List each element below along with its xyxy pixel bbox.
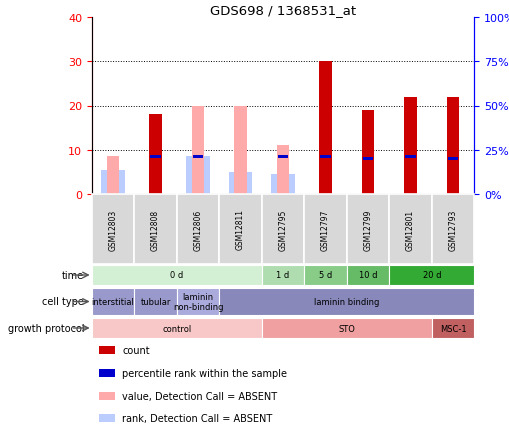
Bar (388, 194, 431, 264)
Text: time: time (62, 270, 84, 280)
Bar (101, 170, 125, 194)
Text: GSM12801: GSM12801 (405, 209, 414, 250)
Bar (447, 158, 458, 161)
Text: value, Detection Call = ABSENT: value, Detection Call = ABSENT (122, 391, 277, 401)
Text: GSM12795: GSM12795 (278, 209, 287, 250)
Bar (92, 288, 134, 316)
Bar (99, 369, 115, 377)
Text: 10 d: 10 d (358, 271, 377, 280)
Bar (388, 266, 473, 285)
Bar (99, 414, 115, 422)
Bar (150, 155, 160, 158)
Bar (320, 155, 330, 158)
Bar (319, 62, 331, 194)
Text: laminin
non-binding: laminin non-binding (173, 292, 223, 312)
Bar (446, 97, 459, 194)
Text: cell type: cell type (42, 297, 84, 307)
Text: 20 d: 20 d (422, 271, 440, 280)
Bar (134, 288, 177, 316)
Text: laminin binding: laminin binding (314, 297, 379, 306)
Bar (219, 194, 261, 264)
Bar (229, 172, 252, 194)
Bar (261, 266, 304, 285)
Bar (134, 194, 177, 264)
Text: percentile rank within the sample: percentile rank within the sample (122, 368, 287, 378)
Bar (92, 319, 261, 338)
Text: count: count (122, 345, 150, 355)
Text: GSM12803: GSM12803 (108, 209, 117, 250)
Bar (431, 194, 473, 264)
Bar (261, 194, 304, 264)
Bar (361, 111, 374, 194)
Bar (92, 194, 134, 264)
Text: GSM12793: GSM12793 (448, 209, 457, 250)
Bar (106, 157, 119, 194)
Text: GSM12797: GSM12797 (321, 209, 329, 250)
Bar (186, 157, 209, 194)
Text: 5 d: 5 d (318, 271, 331, 280)
Text: MSC-1: MSC-1 (439, 324, 465, 333)
Text: 1 d: 1 d (276, 271, 289, 280)
Bar (92, 266, 261, 285)
Text: rank, Detection Call = ABSENT: rank, Detection Call = ABSENT (122, 413, 272, 423)
Bar (261, 319, 431, 338)
Text: tubular: tubular (140, 297, 171, 306)
Bar (277, 155, 288, 158)
Bar (346, 194, 388, 264)
Bar (177, 288, 219, 316)
Text: GSM12811: GSM12811 (236, 209, 244, 250)
Bar (219, 288, 473, 316)
Bar (177, 194, 219, 264)
Bar (191, 106, 204, 194)
Bar (149, 115, 161, 194)
Text: interstitial: interstitial (92, 297, 134, 306)
Bar (304, 194, 346, 264)
Bar (276, 146, 289, 194)
Bar (346, 266, 388, 285)
Bar (304, 266, 346, 285)
Text: GSM12806: GSM12806 (193, 209, 202, 250)
Text: GSM12808: GSM12808 (151, 209, 160, 250)
Text: 0 d: 0 d (170, 271, 183, 280)
Bar (431, 319, 473, 338)
Text: growth protocol: growth protocol (8, 323, 84, 333)
Bar (403, 97, 416, 194)
Text: control: control (162, 324, 191, 333)
Bar (405, 155, 415, 158)
Bar (192, 155, 203, 158)
Bar (234, 106, 246, 194)
Text: STO: STO (337, 324, 355, 333)
Bar (271, 174, 294, 194)
Title: GDS698 / 1368531_at: GDS698 / 1368531_at (210, 4, 355, 17)
Text: GSM12799: GSM12799 (363, 209, 372, 250)
Bar (99, 391, 115, 400)
Bar (99, 346, 115, 355)
Bar (362, 158, 373, 161)
